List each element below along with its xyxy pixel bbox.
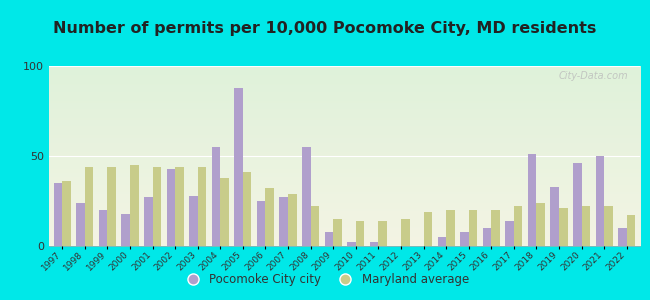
Bar [446, 210, 454, 246]
Bar [618, 228, 627, 246]
Bar [99, 210, 107, 246]
Bar [469, 210, 477, 246]
Bar [166, 169, 176, 246]
Bar [302, 147, 311, 246]
Bar [130, 165, 138, 246]
Bar [460, 232, 469, 246]
Bar [54, 183, 62, 246]
Bar [235, 88, 243, 246]
Bar [280, 197, 288, 246]
Bar [505, 221, 514, 246]
Bar [437, 237, 446, 246]
Bar [189, 196, 198, 246]
Bar [107, 167, 116, 246]
Text: Number of permits per 10,000 Pocomoke City, MD residents: Number of permits per 10,000 Pocomoke Ci… [53, 21, 597, 36]
Bar [378, 221, 387, 246]
Bar [265, 188, 274, 246]
Bar [604, 206, 613, 246]
Bar [311, 206, 319, 246]
Bar [333, 219, 342, 246]
Bar [528, 154, 536, 246]
Bar [582, 206, 590, 246]
Bar [257, 201, 265, 246]
Bar [536, 203, 545, 246]
Bar [176, 167, 184, 246]
Bar [514, 206, 523, 246]
Bar [491, 210, 500, 246]
Text: City-Data.com: City-Data.com [559, 71, 629, 81]
Bar [573, 163, 582, 246]
Bar [212, 147, 220, 246]
Bar [370, 242, 378, 246]
Legend: Pocomoke City city, Maryland average: Pocomoke City city, Maryland average [176, 269, 474, 291]
Bar [220, 178, 229, 246]
Bar [559, 208, 567, 246]
Bar [424, 212, 432, 246]
Bar [356, 221, 365, 246]
Bar [76, 203, 85, 246]
Bar [153, 167, 161, 246]
Bar [627, 215, 635, 246]
Bar [483, 228, 491, 246]
Bar [85, 167, 94, 246]
Bar [198, 167, 206, 246]
Bar [144, 197, 153, 246]
Bar [243, 172, 252, 246]
Bar [551, 187, 559, 246]
Bar [595, 156, 604, 246]
Bar [122, 214, 130, 246]
Bar [288, 194, 296, 246]
Bar [401, 219, 410, 246]
Bar [324, 232, 333, 246]
Bar [62, 181, 71, 246]
Bar [347, 242, 356, 246]
